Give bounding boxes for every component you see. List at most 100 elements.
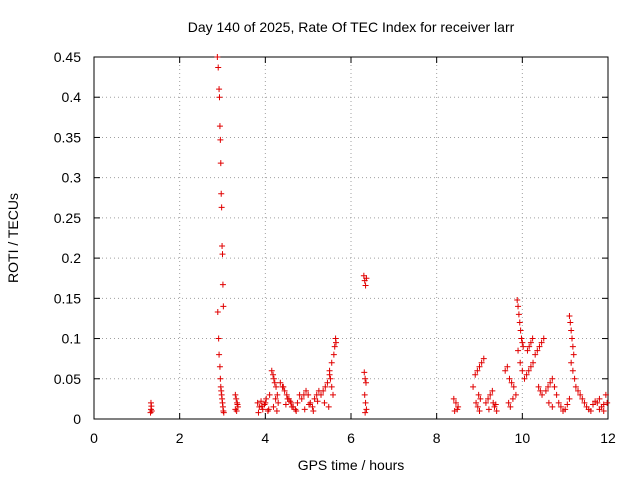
data-point: [294, 399, 301, 406]
data-point: [487, 391, 494, 398]
data-point: [288, 403, 295, 410]
data-point: [506, 375, 513, 382]
x-axis-label: GPS time / hours: [298, 457, 405, 473]
data-point: [232, 391, 239, 398]
chart-title: Day 140 of 2025, Rate Of TEC Index for r…: [188, 19, 515, 35]
data-point: [283, 391, 290, 398]
x-tick-label: 12: [600, 430, 616, 446]
data-point: [577, 391, 584, 398]
data-point: [265, 406, 272, 413]
data-point: [216, 123, 223, 130]
data-point: [474, 367, 481, 374]
data-point: [475, 391, 482, 398]
data-point: [318, 391, 325, 398]
data-point: [529, 335, 536, 342]
tick-labels: 0 2 4 6 8 10 12 0 0.05 0.1 0.15 0.2 0.25 0.3 0.35 0.4 0.…: [54, 49, 616, 446]
data-point: [218, 204, 225, 211]
data-point: [258, 403, 265, 410]
data-point: [303, 387, 310, 394]
data-point: [275, 399, 282, 406]
data-point: [472, 371, 479, 378]
data-point: [507, 403, 514, 410]
data-point: [320, 387, 327, 394]
data-point: [330, 391, 337, 398]
data-point: [314, 398, 321, 405]
data-point: [259, 406, 266, 413]
data-point: [219, 243, 226, 250]
y-tick-label: 0: [73, 411, 81, 427]
data-point: [502, 367, 509, 374]
data-point: [273, 407, 280, 414]
data-point: [233, 395, 240, 402]
y-tick-label: 0.45: [54, 49, 81, 65]
data-point: [540, 335, 547, 342]
data-point: [271, 379, 278, 386]
data-point: [324, 379, 331, 386]
data-point: [538, 339, 545, 346]
data-point: [218, 190, 225, 197]
data-point: [215, 335, 222, 342]
data-point: [525, 367, 532, 374]
data-point: [547, 379, 554, 386]
data-point: [473, 399, 480, 406]
data-point: [298, 395, 305, 402]
data-point: [587, 407, 594, 414]
data-point: [530, 359, 537, 366]
data-point: [512, 391, 519, 398]
data-point: [569, 367, 576, 374]
x-tick-label: 2: [176, 430, 184, 446]
data-point: [549, 375, 556, 382]
data-point: [274, 391, 281, 398]
data-point: [452, 399, 459, 406]
data-point: [509, 395, 516, 402]
data-point: [555, 399, 562, 406]
data-point: [266, 391, 273, 398]
data-point: [566, 313, 573, 320]
data-point: [263, 395, 270, 402]
data-point: [362, 282, 369, 289]
data-point: [568, 327, 575, 334]
data-point: [549, 403, 556, 410]
data-point: [485, 395, 492, 402]
data-point: [215, 64, 222, 71]
data-point: [504, 363, 511, 370]
data-point: [602, 391, 609, 398]
data-point: [535, 383, 542, 390]
data-point: [362, 375, 369, 382]
data-point: [520, 343, 527, 350]
data-point: [537, 387, 544, 394]
data-point: [572, 383, 579, 390]
data-point: [562, 406, 569, 413]
data-point: [216, 94, 223, 101]
data-point: [217, 375, 224, 382]
y-tick-label: 0.1: [62, 331, 82, 347]
data-point: [362, 399, 369, 406]
data-point: [281, 387, 288, 394]
y-tick-label: 0.05: [54, 371, 81, 387]
data-point: [493, 407, 500, 414]
data-point: [216, 86, 223, 93]
data-point: [545, 399, 552, 406]
data-point: [596, 395, 603, 402]
data-point: [536, 343, 543, 350]
y-tick-label: 0.35: [54, 129, 81, 145]
data-point: [321, 399, 328, 406]
data-point: [363, 406, 370, 413]
data-point: [600, 401, 607, 408]
data-point: [268, 367, 275, 374]
x-tick-label: 6: [347, 430, 355, 446]
data-point: [485, 406, 492, 413]
data-point: [254, 399, 261, 406]
data-point: [567, 319, 574, 326]
data-point: [333, 339, 340, 346]
axis-ticks: [93, 56, 609, 420]
data-point: [258, 398, 265, 405]
data-point: [571, 375, 578, 382]
data-point: [301, 406, 308, 413]
data-point: [272, 395, 279, 402]
data-point: [564, 401, 571, 408]
data-point: [216, 351, 223, 358]
y-tick-label: 0.25: [54, 210, 81, 226]
data-point: [327, 375, 334, 382]
